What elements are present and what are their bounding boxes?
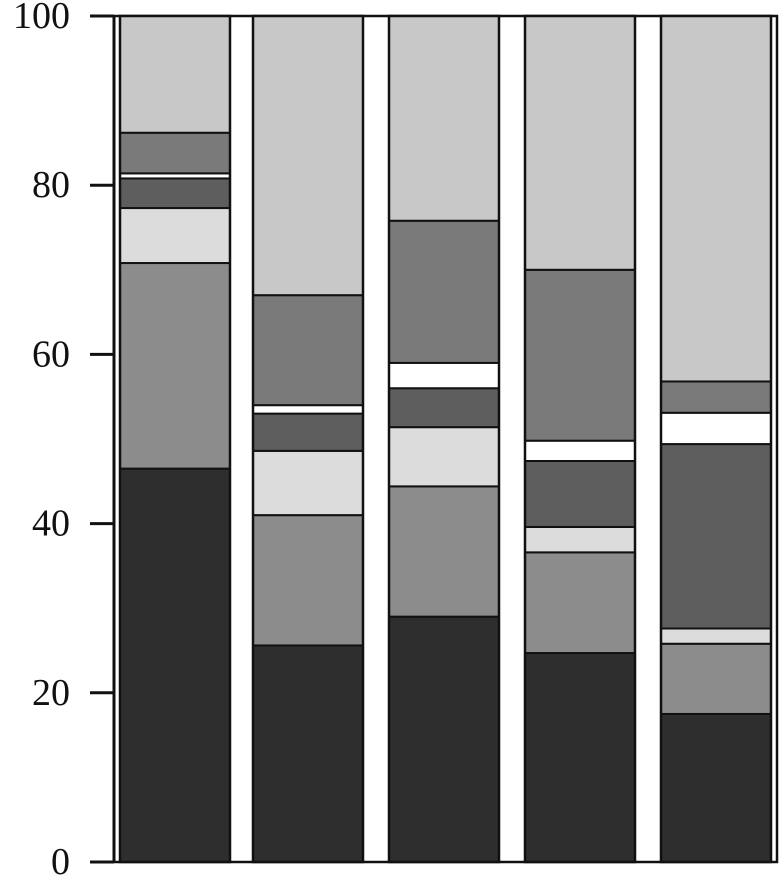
bar-5-outline	[659, 14, 773, 864]
y-tick-label-60: 60	[32, 333, 70, 375]
y-tick-label-40: 40	[32, 503, 70, 545]
bar-4-segment-2	[524, 551, 636, 655]
y-axis: 0 20 40 60 80 100	[13, 0, 114, 880]
bar-4-segment-1	[524, 652, 636, 864]
bar-3	[387, 14, 501, 864]
bar-5-segment-5	[660, 411, 772, 446]
bar-4-segment-3	[524, 525, 636, 554]
bar-4-segment-6	[524, 268, 636, 442]
bar-1-segment-2	[119, 262, 231, 470]
bar-3-segment-3	[388, 426, 500, 488]
bar-1-segment-6	[119, 131, 231, 175]
bar-1-segment-1	[119, 467, 231, 863]
bar-1-outline	[118, 14, 232, 864]
bar-1-segment-3	[119, 207, 231, 265]
bar-3-segment-5	[388, 361, 500, 390]
bar-2-segment-2	[252, 514, 364, 647]
bar-5-segment-4	[660, 443, 772, 630]
bar-2-segment-3	[252, 449, 364, 517]
bar-5-segment-7	[660, 15, 772, 383]
bar-1-segment-7	[119, 15, 231, 134]
y-tick-label-0: 0	[51, 841, 70, 880]
bar-3-outline	[387, 14, 501, 864]
bar-5-segment-6	[660, 380, 772, 414]
bar-2-segment-4	[252, 412, 364, 452]
y-tick-label-20: 20	[32, 672, 70, 714]
bar-3-segment-2	[388, 485, 500, 618]
bar-2-outline	[251, 14, 365, 864]
bars-layer	[118, 14, 773, 864]
y-tick-label-80: 80	[32, 164, 70, 206]
bar-2-segment-7	[252, 15, 364, 297]
bar-5-segment-3	[660, 627, 772, 645]
bar-3-segment-6	[388, 219, 500, 364]
bar-2	[251, 14, 365, 864]
bar-2-segment-1	[252, 644, 364, 864]
y-tick-label-100: 100	[13, 0, 70, 37]
bar-3-segment-4	[388, 387, 500, 429]
bar-2-segment-6	[252, 294, 364, 407]
bar-3-segment-1	[388, 615, 500, 863]
bar-5-segment-1	[660, 712, 772, 864]
bar-2-segment-5	[252, 404, 364, 415]
bar-4-segment-7	[524, 15, 636, 271]
bar-4-segment-5	[524, 439, 636, 462]
bar-3-segment-7	[388, 15, 500, 222]
bar-5-segment-2	[660, 642, 772, 715]
bar-4	[523, 14, 637, 864]
bar-1	[118, 14, 232, 864]
bar-1-segment-4	[119, 177, 231, 210]
bar-4-outline	[523, 14, 637, 864]
bar-4-segment-4	[524, 459, 636, 528]
bar-5	[659, 14, 773, 864]
